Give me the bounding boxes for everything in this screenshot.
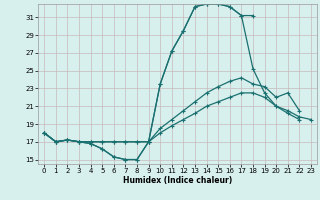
X-axis label: Humidex (Indice chaleur): Humidex (Indice chaleur) <box>123 176 232 185</box>
